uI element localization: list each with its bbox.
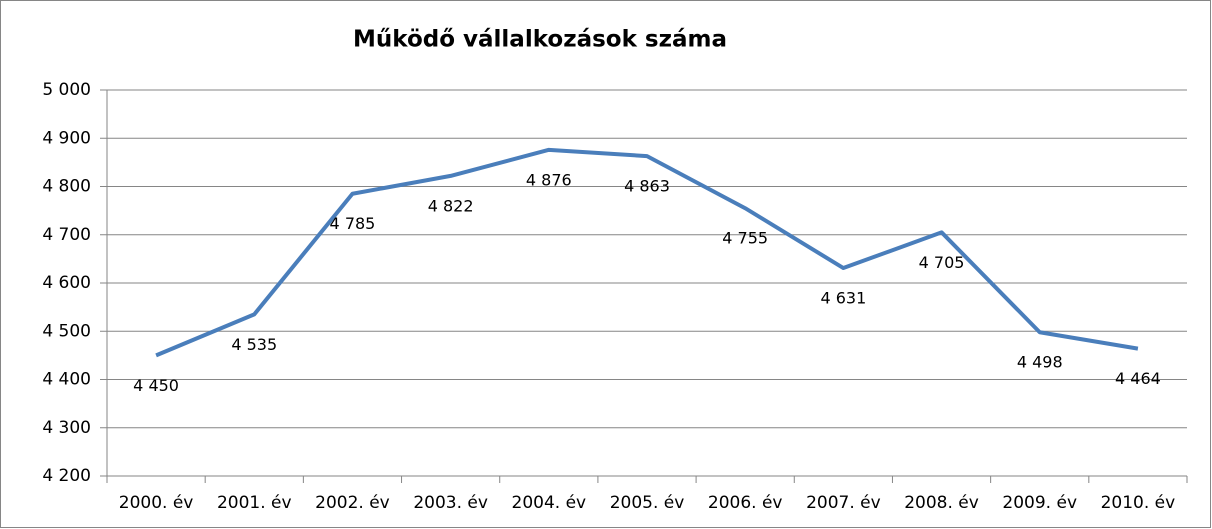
y-tick-label: 4 200 (42, 466, 91, 486)
x-tick-label: 2007. év (806, 493, 881, 513)
y-tick-label: 4 800 (42, 177, 91, 197)
data-label: 4 498 (1017, 353, 1063, 372)
data-label: 4 755 (722, 229, 768, 248)
y-tick-label: 4 300 (42, 418, 91, 438)
y-tick-label: 4 900 (42, 128, 91, 148)
x-tick-label: 2008. év (904, 493, 979, 513)
data-label: 4 631 (820, 289, 866, 308)
data-label: 4 464 (1115, 369, 1161, 388)
data-line (155, 147, 1139, 358)
y-tick-label: 4 600 (42, 273, 91, 293)
x-tick-label: 2009. év (1002, 493, 1077, 513)
data-label: 4 785 (330, 214, 376, 233)
data-label: 4 863 (624, 177, 670, 196)
y-tick-label: 4 500 (42, 321, 91, 341)
data-label: 4 450 (133, 376, 179, 395)
x-tick-label: 2001. év (217, 493, 292, 513)
data-label: 4 705 (919, 253, 965, 272)
x-tick-label: 2003. év (413, 493, 488, 513)
x-tick-label: 2000. év (119, 493, 194, 513)
data-label: 4 822 (428, 196, 474, 215)
y-tick-label: 4 400 (42, 370, 91, 390)
data-label: 4 876 (526, 170, 572, 189)
x-tick-label: 2002. év (315, 493, 390, 513)
data-label: 4 535 (231, 335, 277, 354)
chart-title: Működő vállalkozások száma (353, 27, 727, 53)
x-tick-label: 2010. év (1101, 493, 1176, 513)
x-tick-label: 2005. év (610, 493, 685, 513)
x-tick-label: 2004. év (512, 493, 587, 513)
x-tick-label: 2006. év (708, 493, 783, 513)
y-tick-label: 5 000 (42, 80, 91, 100)
y-tick-label: 4 700 (42, 225, 91, 245)
